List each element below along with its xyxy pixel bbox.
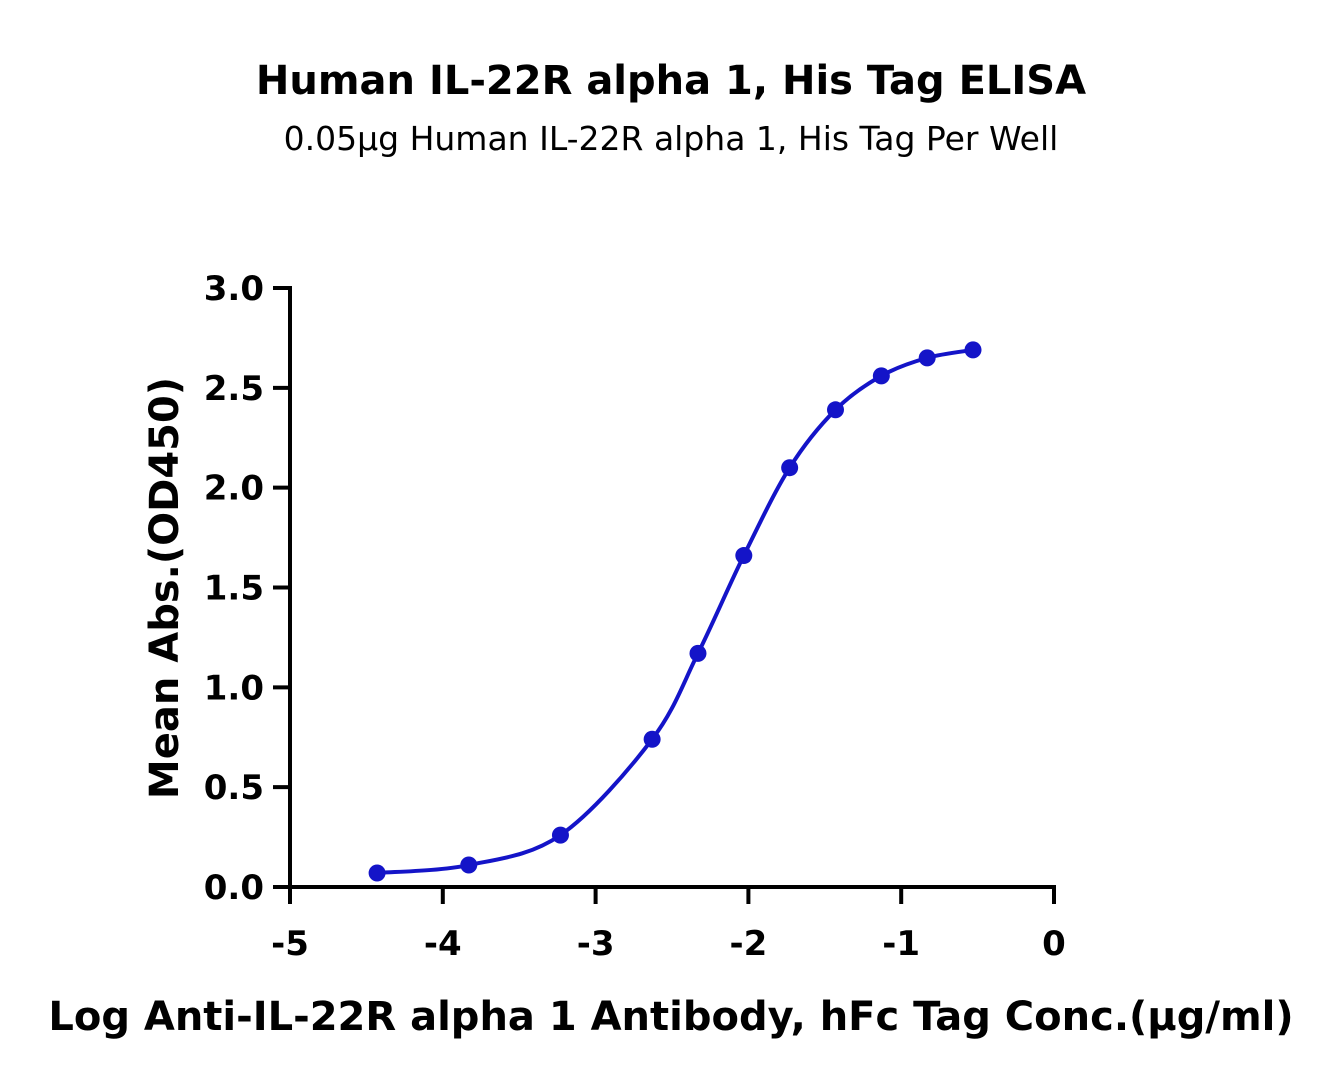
data-point — [460, 856, 478, 874]
x-tick-label: -1 — [882, 924, 920, 964]
x-tick-label: -3 — [577, 924, 615, 964]
y-tick-label: 1.0 — [204, 668, 264, 708]
x-tick-label: 0 — [1042, 924, 1066, 964]
y-tick-label: 2.5 — [204, 369, 264, 409]
y-tick-label: 0.0 — [204, 868, 264, 908]
data-point — [551, 826, 569, 844]
data-point — [689, 644, 707, 662]
x-axis-label: Log Anti-IL-22R alpha 1 Antibody, hFc Ta… — [48, 994, 1293, 1040]
y-tick-label: 1.5 — [204, 569, 264, 609]
chart-subtitle: 0.05μg Human IL-22R alpha 1, His Tag Per… — [284, 119, 1059, 158]
y-axis: 0.0 0.5 1.0 1.5 2.0 2.5 3.0 — [204, 269, 292, 908]
fit-curve — [376, 347, 974, 876]
y-axis-label: Mean Abs.(OD450) — [142, 377, 188, 799]
y-tick-label: 2.0 — [204, 469, 264, 509]
data-point — [735, 547, 753, 565]
data-point — [826, 401, 844, 419]
data-point — [918, 349, 936, 367]
x-axis: -5 -4 -3 -2 -1 0 — [271, 885, 1066, 964]
y-tick-label: 3.0 — [204, 269, 264, 309]
x-tick-label: -5 — [271, 924, 309, 964]
data-point — [643, 730, 661, 748]
x-tick-label: -4 — [424, 924, 462, 964]
data-point — [872, 367, 890, 385]
data-points — [368, 341, 982, 882]
data-point — [781, 459, 799, 477]
data-point — [368, 864, 386, 882]
x-tick-label: -2 — [730, 924, 768, 964]
y-tick-label: 0.5 — [204, 768, 264, 808]
data-point — [964, 341, 982, 359]
chart-title: Human IL-22R alpha 1, His Tag ELISA — [256, 58, 1086, 104]
